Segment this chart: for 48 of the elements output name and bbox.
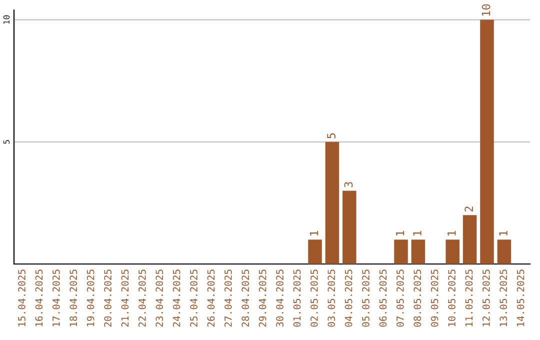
x-tick-label: 20.04.2025 xyxy=(104,270,112,327)
bar xyxy=(342,190,356,264)
x-tick-label: 21.04.2025 xyxy=(121,270,129,327)
x-tick-label: 17.04.2025 xyxy=(52,270,60,326)
x-tick-label: 08.05.2025 xyxy=(414,270,422,327)
data-label: 2 xyxy=(464,206,473,212)
x-tick-label: 06.05.2025 xyxy=(379,270,387,327)
bar xyxy=(446,240,460,264)
data-label: 1 xyxy=(499,230,508,236)
bar xyxy=(394,240,408,264)
data-label: 3 xyxy=(344,182,353,188)
x-tick-label: 24.04.2025 xyxy=(172,270,180,327)
x-tick-label: 12.05.2025 xyxy=(482,270,490,326)
bar xyxy=(497,240,512,264)
bar xyxy=(325,142,340,264)
x-tick-label: 28.04.2025 xyxy=(242,270,250,327)
bar xyxy=(462,215,477,264)
x-tick-label: 01.05.2025 xyxy=(293,270,301,327)
x-tick-label: 25.04.2025 xyxy=(190,270,198,327)
x-tick-label: 07.05.2025 xyxy=(396,270,404,327)
x-tick-label: 30.04.2025 xyxy=(276,270,284,327)
x-tick-label: 04.05.2025 xyxy=(344,270,352,327)
data-label: 1 xyxy=(396,230,404,236)
x-tick-label: 29.04.2025 xyxy=(258,270,266,327)
x-tick-label: 27.04.2025 xyxy=(224,270,232,327)
x-tick-label: 02.05.2025 xyxy=(310,270,318,327)
x-tick-label: 09.05.2025 xyxy=(430,270,438,327)
x-tick-label: 05.05.2025 xyxy=(362,270,370,327)
data-label: 1 xyxy=(448,230,456,236)
x-tick-label: 23.04.2025 xyxy=(156,270,164,327)
x-tick-label: 16.04.2025 xyxy=(35,270,43,326)
x-tick-label: 11.05.2025 xyxy=(465,270,473,326)
x-tick-label: 13.05.2025 xyxy=(500,270,508,326)
bar xyxy=(411,240,426,264)
x-tick-label: 10.05.2025 xyxy=(448,270,456,326)
x-tick-label: 26.04.2025 xyxy=(207,270,215,327)
x-tick-label: 14.05.2025 xyxy=(516,270,524,326)
x-tick-label: 18.04.2025 xyxy=(70,270,78,326)
x-tick-label: 22.04.2025 xyxy=(138,270,146,327)
x-tick-label: 15.04.2025 xyxy=(18,270,26,326)
data-label: 1 xyxy=(413,230,422,236)
data-label: 1 xyxy=(310,230,318,236)
bar xyxy=(480,20,494,264)
data-label: 5 xyxy=(327,133,336,138)
x-tick-label: 03.05.2025 xyxy=(328,270,336,327)
data-label: 10 xyxy=(482,4,490,16)
bar xyxy=(308,240,322,264)
x-tick-label: 19.04.2025 xyxy=(86,270,94,326)
